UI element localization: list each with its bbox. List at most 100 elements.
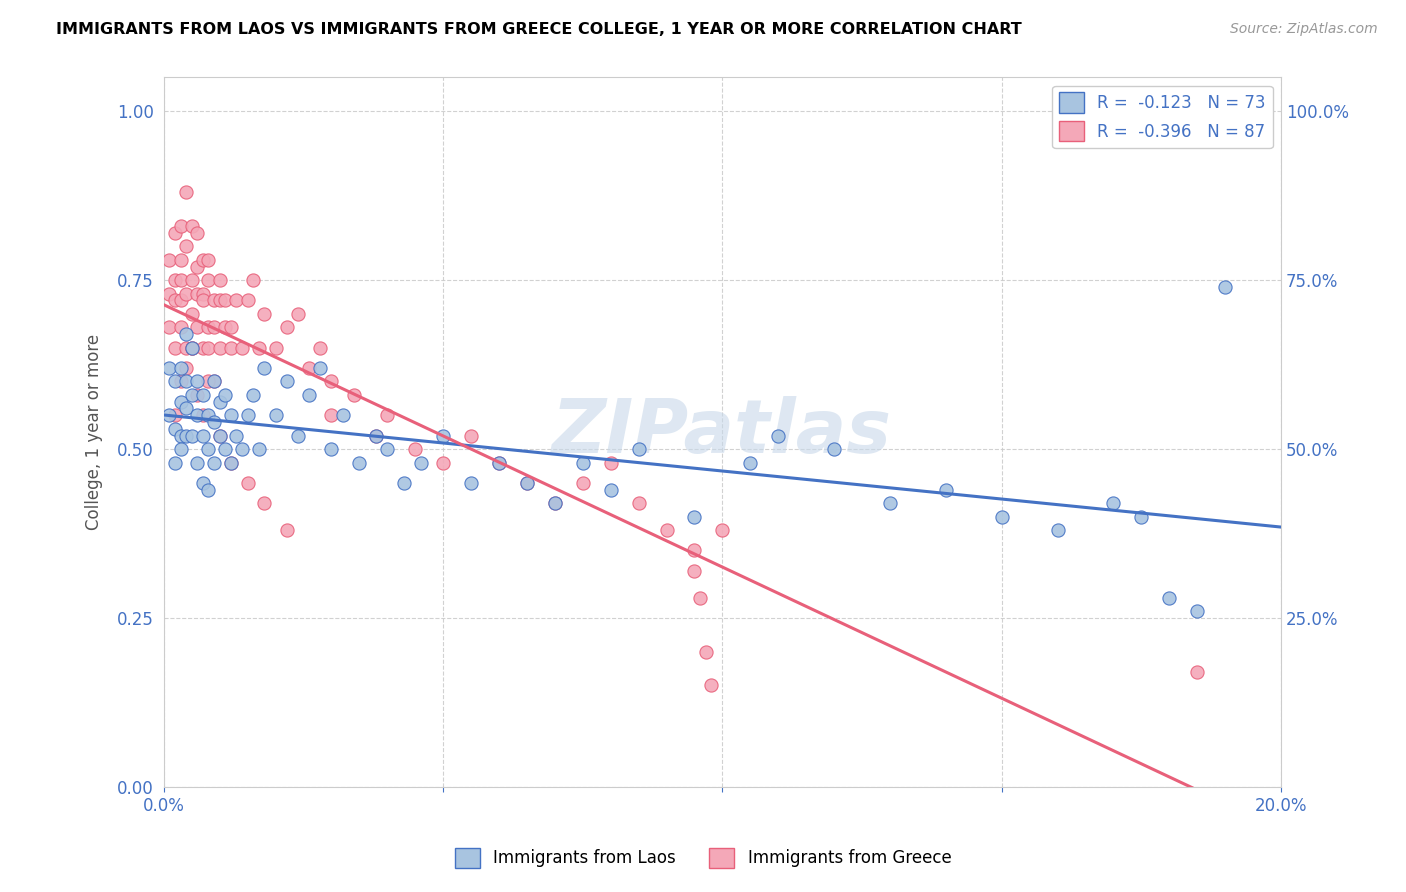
- Point: [1185, 665, 1208, 679]
- Point: [191, 341, 214, 355]
- Point: [163, 273, 186, 287]
- Point: [349, 456, 371, 470]
- Text: IMMIGRANTS FROM LAOS VS IMMIGRANTS FROM GREECE COLLEGE, 1 YEAR OR MORE CORRELATI: IMMIGRANTS FROM LAOS VS IMMIGRANTS FROM …: [56, 22, 1022, 37]
- Legend: R =  -0.123   N = 73, R =  -0.396   N = 87: R = -0.123 N = 73, R = -0.396 N = 87: [1053, 86, 1272, 148]
- Point: [157, 361, 180, 376]
- Point: [683, 543, 706, 558]
- Point: [276, 523, 298, 537]
- Point: [174, 361, 197, 376]
- Point: [169, 394, 191, 409]
- Point: [253, 361, 276, 376]
- Point: [460, 475, 482, 490]
- Point: [197, 483, 219, 497]
- Point: [276, 320, 298, 334]
- Point: [236, 293, 259, 308]
- Point: [157, 409, 180, 423]
- Point: [253, 307, 276, 321]
- Point: [180, 388, 202, 402]
- Point: [169, 293, 191, 308]
- Point: [197, 442, 219, 456]
- Point: [214, 293, 236, 308]
- Point: [695, 645, 717, 659]
- Point: [208, 273, 231, 287]
- Point: [935, 483, 957, 497]
- Point: [163, 341, 186, 355]
- Point: [163, 409, 186, 423]
- Point: [219, 341, 242, 355]
- Point: [409, 456, 432, 470]
- Point: [343, 388, 366, 402]
- Point: [264, 409, 287, 423]
- Y-axis label: College, 1 year or more: College, 1 year or more: [86, 334, 103, 530]
- Point: [186, 388, 208, 402]
- Point: [488, 456, 510, 470]
- Point: [627, 496, 650, 510]
- Point: [169, 375, 191, 389]
- Point: [202, 375, 225, 389]
- Point: [180, 273, 202, 287]
- Point: [1130, 509, 1153, 524]
- Point: [180, 219, 202, 233]
- Point: [264, 341, 287, 355]
- Point: [214, 442, 236, 456]
- Point: [174, 428, 197, 442]
- Point: [163, 293, 186, 308]
- Point: [879, 496, 901, 510]
- Point: [516, 475, 538, 490]
- Point: [169, 320, 191, 334]
- Point: [191, 428, 214, 442]
- Point: [191, 409, 214, 423]
- Point: [544, 496, 567, 510]
- Point: [488, 456, 510, 470]
- Point: [544, 496, 567, 510]
- Point: [711, 523, 734, 537]
- Point: [404, 442, 426, 456]
- Point: [242, 273, 264, 287]
- Point: [1046, 523, 1069, 537]
- Point: [197, 320, 219, 334]
- Point: [231, 442, 253, 456]
- Point: [219, 320, 242, 334]
- Point: [208, 293, 231, 308]
- Point: [197, 273, 219, 287]
- Point: [186, 286, 208, 301]
- Point: [186, 320, 208, 334]
- Point: [197, 252, 219, 267]
- Point: [321, 442, 343, 456]
- Point: [219, 456, 242, 470]
- Point: [174, 341, 197, 355]
- Point: [740, 456, 762, 470]
- Point: [202, 375, 225, 389]
- Point: [700, 678, 723, 692]
- Point: [298, 361, 321, 376]
- Point: [214, 320, 236, 334]
- Point: [321, 375, 343, 389]
- Point: [180, 341, 202, 355]
- Point: [169, 252, 191, 267]
- Point: [689, 591, 711, 605]
- Point: [683, 564, 706, 578]
- Text: Source: ZipAtlas.com: Source: ZipAtlas.com: [1230, 22, 1378, 37]
- Point: [202, 320, 225, 334]
- Point: [599, 483, 621, 497]
- Point: [157, 320, 180, 334]
- Point: [516, 475, 538, 490]
- Point: [823, 442, 845, 456]
- Point: [990, 509, 1012, 524]
- Point: [208, 394, 231, 409]
- Point: [460, 428, 482, 442]
- Point: [364, 428, 387, 442]
- Point: [186, 375, 208, 389]
- Point: [432, 456, 454, 470]
- Point: [1213, 280, 1236, 294]
- Point: [236, 475, 259, 490]
- Point: [375, 442, 398, 456]
- Point: [186, 409, 208, 423]
- Point: [225, 293, 247, 308]
- Point: [599, 456, 621, 470]
- Point: [163, 456, 186, 470]
- Point: [169, 442, 191, 456]
- Point: [276, 375, 298, 389]
- Point: [225, 428, 247, 442]
- Point: [298, 388, 321, 402]
